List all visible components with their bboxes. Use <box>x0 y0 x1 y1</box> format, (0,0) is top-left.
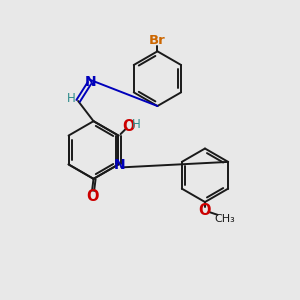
Text: N: N <box>85 75 96 88</box>
Text: O: O <box>122 119 134 134</box>
Text: O: O <box>86 189 98 204</box>
Text: CH₃: CH₃ <box>214 214 235 224</box>
Text: Br: Br <box>149 34 166 47</box>
Text: H: H <box>132 118 140 131</box>
Text: H: H <box>67 92 76 105</box>
Text: O: O <box>199 203 211 218</box>
Text: N: N <box>113 158 125 172</box>
